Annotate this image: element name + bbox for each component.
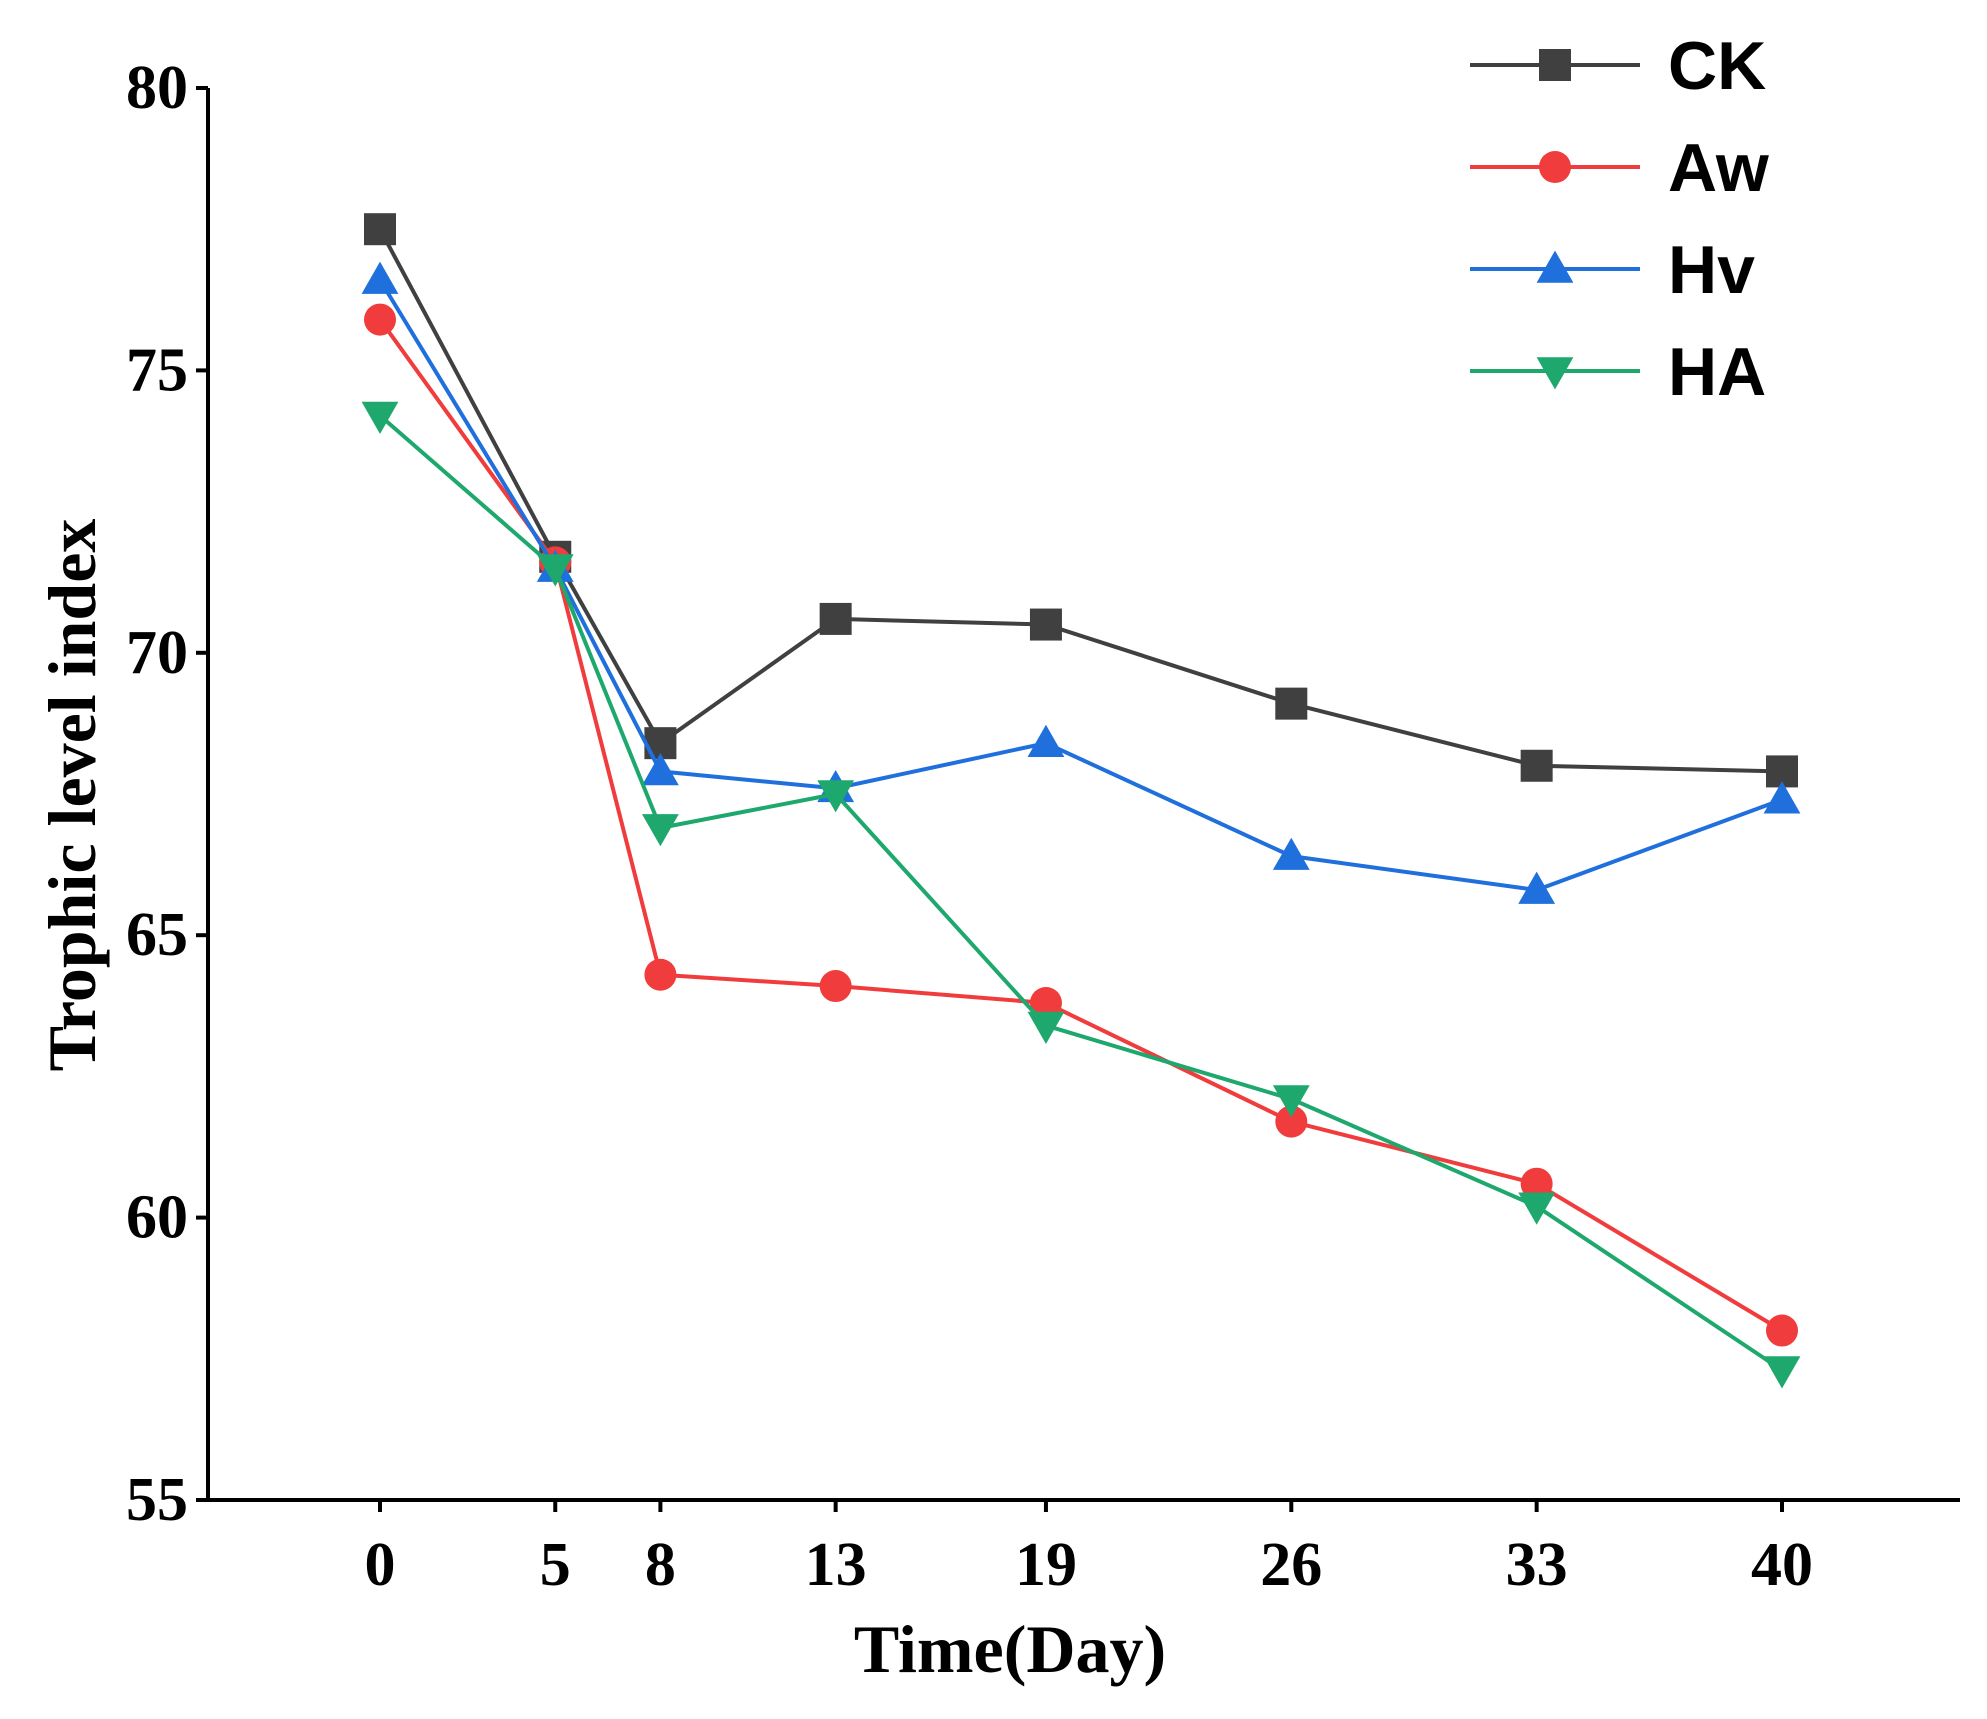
data-point-ck [1029,608,1062,641]
data-point-hv [1272,837,1310,870]
data-point-ha [1763,1356,1801,1389]
data-point-ha [536,554,574,587]
data-point-ha [817,780,855,813]
data-point-aw [819,970,852,1003]
legend-marker-ck [1539,49,1571,81]
y-tick-label: 55 [126,1466,188,1534]
y-tick-label: 70 [126,619,188,687]
data-point-aw [1275,1105,1308,1138]
series-layer [361,213,1801,1389]
x-tick-label: 40 [1751,1531,1813,1599]
data-point-hv [1763,781,1801,814]
legend-item-aw: Aw [1470,130,1770,206]
x-tick-label: 13 [805,1531,867,1599]
series-ck [364,213,1798,788]
x-axis-title: Time(Day) [854,1611,1166,1687]
legend-marker-hv [1536,250,1574,283]
data-point-aw [1766,1314,1798,1347]
x-tick-label: 8 [645,1531,676,1599]
legend-label-ck: CK [1668,28,1766,104]
data-point-aw [1029,986,1062,1019]
series-line-aw [378,318,1784,1333]
y-tick-label: 75 [126,336,188,404]
series-line-hv [378,278,1783,893]
legend-label-aw: Aw [1668,130,1770,206]
series-line-ha [378,414,1784,1372]
legend-item-hv: Hv [1470,232,1755,308]
x-tick-label: 19 [1015,1531,1077,1599]
data-point-ha [1027,1011,1065,1044]
x-tick-label: 33 [1506,1531,1568,1599]
data-point-ha [1272,1085,1310,1118]
data-point-aw [364,303,396,336]
data-point-ha [1518,1192,1556,1225]
series-hv [361,261,1801,904]
data-point-ck [819,602,852,635]
legend-label-hv: Hv [1668,232,1755,308]
x-tick-label: 0 [365,1531,396,1599]
legend-marker-ha [1536,357,1574,390]
data-point-aw [644,958,677,991]
series-ha [361,401,1801,1389]
data-point-hv [642,753,679,786]
data-point-hv [1027,724,1065,757]
legend-marker-aw [1539,151,1571,183]
data-point-ha [642,814,679,847]
data-point-ha [361,401,399,434]
y-tick-label: 80 [126,54,188,122]
series-line-ck [378,228,1783,774]
y-axis-title: Trophic level index [34,519,110,1072]
data-point-aw [1520,1167,1553,1200]
legend-label-ha: HA [1668,334,1766,410]
data-point-ck [1275,687,1308,720]
legend-item-ha: HA [1470,334,1766,410]
axes: 55 60 65 70 75 80 0 5 8 13 19 26 33 40 [126,54,1960,1599]
legend: CK Aw Hv HA [1470,28,1770,410]
data-point-ck [364,213,396,246]
legend-item-ck: CK [1470,28,1766,104]
data-point-hv [361,261,399,294]
y-tick-label: 60 [126,1184,188,1252]
x-tick-label: 5 [540,1531,571,1599]
x-tick-label: 26 [1260,1531,1322,1599]
y-tick-label: 65 [126,901,188,969]
series-aw [364,303,1798,1347]
data-point-hv [1518,871,1556,904]
data-point-ck [1520,749,1553,782]
